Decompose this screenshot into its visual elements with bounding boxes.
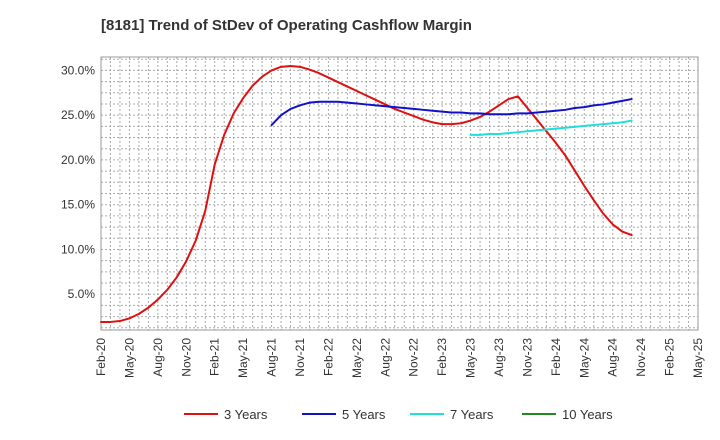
x-tick-label: Aug-22 [378, 338, 392, 377]
x-tick-label: May-22 [350, 338, 364, 378]
legend-label-5-years: 5 Years [342, 407, 386, 422]
x-tick-label: Feb-25 [663, 338, 677, 376]
legend: 3 Years 5 Years 7 Years 10 Years [184, 407, 613, 422]
x-tick-label: Feb-22 [321, 338, 335, 376]
x-tick-label: May-20 [122, 338, 136, 378]
legend-label-3-years: 3 Years [224, 407, 268, 422]
x-tick-label: Nov-22 [407, 338, 421, 377]
y-axis: 5.0% 10.0% 15.0% 20.0% 25.0% 30.0% [61, 63, 95, 301]
x-tick-label: Feb-20 [94, 338, 108, 376]
x-tick-label: Aug-20 [151, 338, 165, 377]
x-axis: Feb-20 May-20 Aug-20 Nov-20 Feb-21 May-21 Aug-… [94, 338, 705, 378]
y-tick-label: 30.0% [61, 63, 95, 77]
x-tick-label: May-21 [236, 338, 250, 378]
x-tick-label: Aug-21 [265, 338, 279, 377]
x-tick-label: Feb-23 [435, 338, 449, 376]
y-tick-label: 15.0% [61, 198, 95, 212]
series-line-5-years [270, 98, 633, 127]
x-tick-label: May-23 [464, 338, 478, 378]
y-tick-label: 20.0% [61, 153, 95, 167]
x-tick-label: Feb-24 [549, 338, 563, 376]
plot-frame [100, 56, 699, 331]
chart-title: [8181] Trend of StDev of Operating Cashf… [101, 17, 472, 34]
series-group [100, 64, 633, 323]
y-tick-label: 5.0% [68, 287, 96, 301]
grid [101, 57, 698, 330]
x-tick-label: Nov-20 [179, 338, 193, 377]
series-line-7-years [469, 119, 633, 136]
legend-label-10-years: 10 Years [562, 407, 613, 422]
x-tick-label: Nov-21 [293, 338, 307, 377]
x-tick-label: Nov-24 [634, 338, 648, 377]
x-tick-label: Aug-24 [606, 338, 620, 377]
series-line-3-years [100, 64, 633, 323]
x-tick-label: Nov-23 [520, 338, 534, 377]
x-tick-label: Feb-21 [208, 338, 222, 376]
y-tick-label: 25.0% [61, 108, 95, 122]
x-tick-label: May-25 [691, 338, 705, 378]
y-tick-label: 10.0% [61, 242, 95, 256]
x-tick-label: Aug-23 [492, 338, 506, 377]
legend-label-7-years: 7 Years [450, 407, 494, 422]
x-tick-label: May-24 [577, 338, 591, 378]
